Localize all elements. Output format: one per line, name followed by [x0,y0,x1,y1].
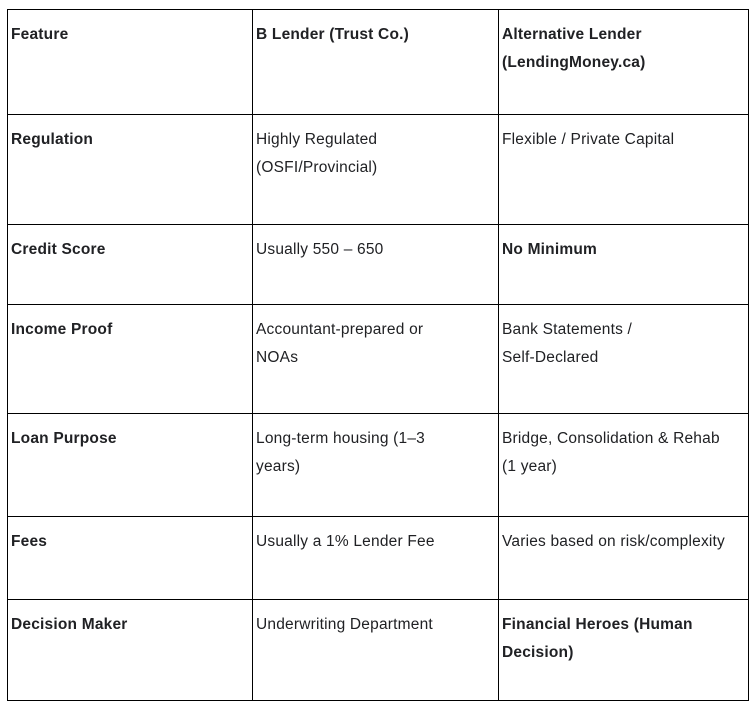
cell-fees-b-lender: Usually a 1% Lender Fee [252,516,499,600]
cell-loan-purpose-feature: Loan Purpose [7,413,253,517]
table-row-regulation: Regulation Highly Regulated (OSFI/Provin… [7,114,749,225]
cell-regulation-feature: Regulation [7,114,253,225]
cell-credit-score-alt-lender: No Minimum [498,224,749,305]
cell-income-proof-alt-lender: Bank Statements / Self-Declared [498,304,749,414]
lender-comparison-table: Feature B Lender (Trust Co.) Alternative… [7,9,749,701]
cell-credit-score-b-lender: Usually 550 – 650 [252,224,499,305]
table-header-row: Feature B Lender (Trust Co.) Alternative… [7,9,749,115]
table-row-decision-maker: Decision Maker Underwriting Department F… [7,599,749,701]
cell-decision-maker-b-lender: Underwriting Department [252,599,499,701]
cell-fees-feature: Fees [7,516,253,600]
cell-loan-purpose-b-lender: Long-term housing (1–3 years) [252,413,499,517]
table-row-credit-score: Credit Score Usually 550 – 650 No Minimu… [7,224,749,305]
table-row-fees: Fees Usually a 1% Lender Fee Varies base… [7,516,749,600]
cell-loan-purpose-alt-lender: Bridge, Consolidation & Rehab (1 year) [498,413,749,517]
cell-regulation-b-lender: Highly Regulated (OSFI/Provincial) [252,114,499,225]
cell-credit-score-feature: Credit Score [7,224,253,305]
cell-decision-maker-feature: Decision Maker [7,599,253,701]
header-cell-alt-lender: Alternative Lender (LendingMoney.ca) [498,9,749,115]
header-cell-feature: Feature [7,9,253,115]
cell-decision-maker-alt-lender: Financial Heroes (Human Decision) [498,599,749,701]
cell-fees-alt-lender: Varies based on risk/complexity [498,516,749,600]
cell-regulation-alt-lender: Flexible / Private Capital [498,114,749,225]
header-cell-b-lender: B Lender (Trust Co.) [252,9,499,115]
cell-income-proof-b-lender: Accountant-prepared or NOAs [252,304,499,414]
table-row-income-proof: Income Proof Accountant-prepared or NOAs… [7,304,749,414]
cell-income-proof-feature: Income Proof [7,304,253,414]
table-row-loan-purpose: Loan Purpose Long-term housing (1–3 year… [7,413,749,517]
